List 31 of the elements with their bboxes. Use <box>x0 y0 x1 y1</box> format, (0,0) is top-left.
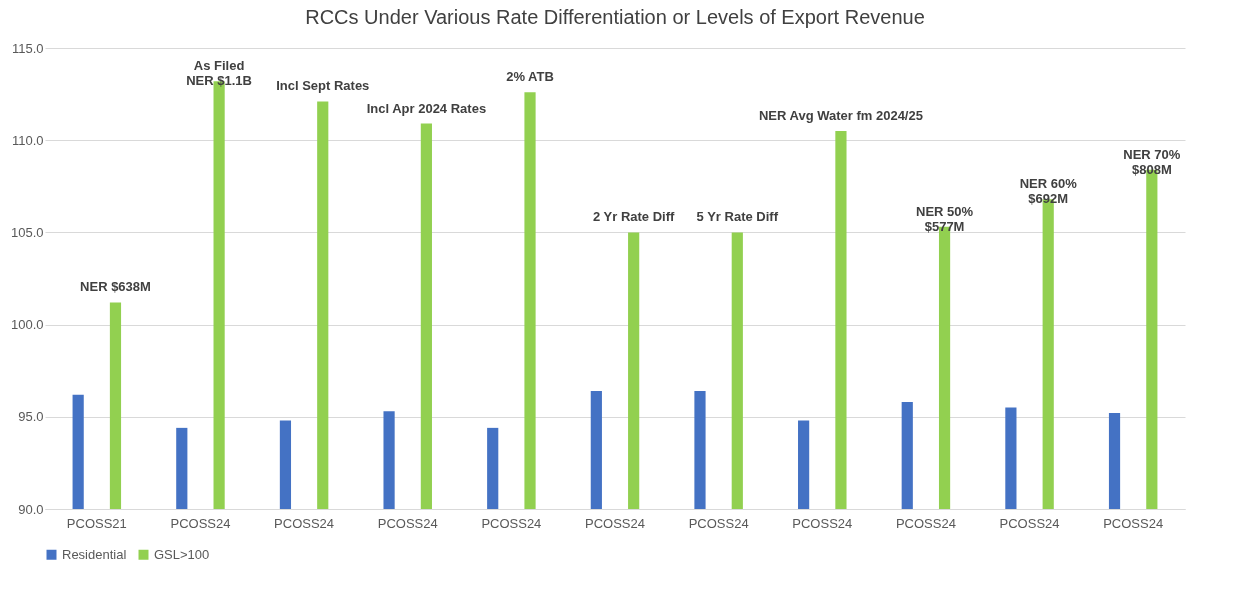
legend-label: GSL>100 <box>154 546 210 562</box>
annotation: NER Avg Water fm 2024/25 <box>758 107 923 123</box>
y-tick-label: 115.0 <box>11 40 44 56</box>
annotation: As Filed NER $1.1B <box>186 58 252 89</box>
x-tick-label: PCOSS24 <box>1103 515 1164 531</box>
x-tick-label: PCOSS21 <box>66 515 127 531</box>
x-tick-label: PCOSS24 <box>792 515 853 531</box>
y-tick-label: 95.0 <box>18 409 44 425</box>
annotation: NER $638M <box>80 279 151 295</box>
x-tick-label: PCOSS24 <box>585 515 645 531</box>
annotation: Incl Sept Rates <box>276 78 370 94</box>
chart-title: RCCs Under Various Rate Differentiation or Levels of Export Revenue <box>305 6 925 28</box>
annotation: 5 Yr Rate Diff <box>696 209 779 225</box>
annotation: NER 60% $692M <box>1019 176 1078 207</box>
annotation: NER 50% $577M <box>916 203 974 234</box>
annotation: 2 Yr Rate Diff <box>592 209 676 225</box>
y-tick-label: 105.0 <box>10 224 44 240</box>
x-tick-label: PCOSS24 <box>274 515 335 531</box>
x-tick-label: PCOSS24 <box>999 515 1060 531</box>
y-tick-label: 90.0 <box>18 501 44 517</box>
annotation: 2% ATB <box>506 69 554 85</box>
annotation: NER 70% $808M <box>1123 146 1181 177</box>
x-tick-label: PCOSS24 <box>170 515 231 531</box>
y-tick-label: 110.0 <box>11 132 44 148</box>
x-tick-label: PCOSS24 <box>688 515 749 531</box>
x-tick-label: PCOSS24 <box>377 515 438 531</box>
legend-label: Residential <box>62 546 127 562</box>
annotation: Incl Apr 2024 Rates <box>366 100 487 116</box>
y-tick-label: 100.0 <box>10 317 44 333</box>
x-tick-label: PCOSS24 <box>481 515 542 531</box>
x-tick-label: PCOSS24 <box>895 515 956 531</box>
